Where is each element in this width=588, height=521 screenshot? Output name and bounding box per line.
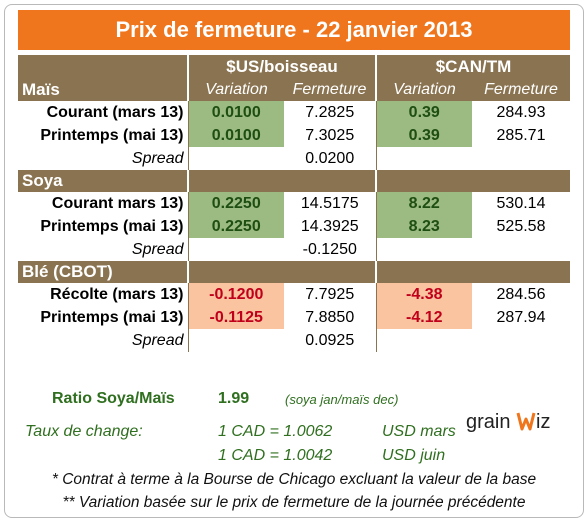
spread-value: 0.0925 (305, 331, 355, 349)
usd-variation-cell: -0.1125 (187, 306, 284, 329)
usd-close-cell: 14.5175 (300, 194, 359, 212)
row-label: Printemps (mai 13) (40, 217, 184, 235)
usd-variation-cell: -0.1200 (187, 283, 284, 306)
usd-close-cell: 7.8850 (305, 308, 355, 326)
exchange-unit-2: USD juin (382, 447, 446, 464)
usd-variation-cell: 0.2250 (187, 192, 284, 215)
table-row: Récolte (mars 13) -0.1200 7.7925 -4.38 2… (18, 283, 570, 306)
section-band-ble: Blé (CBOT) (18, 261, 570, 283)
logo-text-right: iz (536, 411, 550, 433)
cad-close-cell: 284.93 (496, 103, 546, 121)
ratio-value: 1.99 (218, 390, 250, 407)
row-label: Courant (mars 13) (46, 103, 184, 121)
section-title-mais: Maïs (18, 78, 188, 101)
usd-variation-cell: 0.0100 (187, 124, 284, 147)
ratio-row: Ratio Soya/Maïs 1.99 (soya jan/maïs dec) (0, 388, 588, 412)
spread-row: Spread -0.1250 (18, 238, 570, 261)
spread-value: 0.0200 (305, 149, 355, 167)
cad-close-cell: 284.56 (496, 285, 546, 303)
cad-variation-cell: 8.22 (375, 192, 472, 215)
header-group-row: $US/boisseau $CAN/TM (18, 55, 570, 78)
report-title: Prix de fermeture - 22 janvier 2013 (18, 10, 570, 50)
cad-variation-cell: 8.23 (375, 215, 472, 238)
spread-label: Spread (131, 331, 184, 349)
exchange-rate-2: 1 CAD = 1.0042 (218, 447, 333, 464)
price-table: $US/boisseau $CAN/TM Maïs Variation Ferm… (18, 55, 570, 352)
footnote-2: ** Variation basée sur le prix de fermet… (62, 494, 526, 511)
header-empty (18, 55, 188, 78)
section-title-ble: Blé (CBOT) (18, 261, 188, 283)
table-row: Printemps (mai 13) -0.1125 7.8850 -4.12 … (18, 306, 570, 329)
spread-value: -0.1250 (302, 240, 357, 258)
cad-variation-cell: -4.12 (375, 306, 472, 329)
exchange-rate-1: 1 CAD = 1.0062 (218, 423, 333, 440)
cad-variation-header: Variation (375, 78, 472, 101)
usd-variation-cell: 0.0100 (187, 101, 284, 124)
cad-close-cell: 530.14 (496, 194, 546, 212)
section-band-soya: Soya (18, 170, 570, 192)
section-title-soya: Soya (18, 170, 188, 192)
cad-variation-cell: -4.38 (375, 283, 472, 306)
usd-close-cell: 7.2825 (305, 103, 355, 121)
cad-close-cell: 287.94 (496, 308, 546, 326)
row-label: Récolte (mars 13) (50, 285, 184, 303)
row-label: Courant mars 13) (51, 194, 184, 212)
spread-row: Spread 0.0200 (18, 147, 570, 170)
usd-close-cell: 7.3025 (305, 126, 355, 144)
row-label: Printemps (mai 13) (40, 126, 184, 144)
spread-label: Spread (131, 149, 184, 167)
cad-close-cell: 525.58 (496, 217, 546, 235)
logo-text-left: grain (466, 411, 510, 433)
header-sub-row: Maïs Variation Fermeture Variation Ferme… (18, 78, 570, 101)
usd-fermeture-header: Fermeture (284, 78, 376, 101)
table-row: Printemps (mai 13) 0.0100 7.3025 0.39 28… (18, 124, 570, 147)
table-row: Printemps (mai 13) 0.2250 14.3925 8.23 5… (18, 215, 570, 238)
ratio-note: (soya jan/maïs dec) (285, 392, 399, 407)
spread-row: Spread 0.0925 (18, 329, 570, 352)
usd-variation-cell: 0.2250 (187, 215, 284, 238)
table-row: Courant mars 13) 0.2250 14.5175 8.22 530… (18, 192, 570, 215)
cad-close-cell: 285.71 (496, 126, 546, 144)
usd-close-cell: 7.7925 (305, 285, 355, 303)
exchange-label: Taux de change: (25, 423, 143, 440)
cad-variation-cell: 0.39 (375, 124, 472, 147)
usd-group-header: $US/boisseau (187, 55, 376, 78)
cad-fermeture-header: Fermeture (472, 78, 570, 101)
spread-label: Spread (131, 240, 184, 258)
grainwiz-logo-mark: grain iz (466, 411, 550, 433)
table-row: Courant (mars 13) 0.0100 7.2825 0.39 284… (18, 101, 570, 124)
usd-variation-header: Variation (187, 78, 284, 101)
row-label: Printemps (mai 13) (40, 308, 184, 326)
cad-group-header: $CAN/TM (375, 55, 570, 78)
footnote-1: * Contrat à terme à la Bourse de Chicago… (51, 471, 537, 488)
grainwiz-logo: grain iz (466, 407, 566, 435)
ratio-label: Ratio Soya/Maïs (52, 390, 175, 407)
usd-close-cell: 14.3925 (300, 217, 359, 235)
exchange-unit-1: USD mars (382, 423, 456, 440)
cad-variation-cell: 0.39 (375, 101, 472, 124)
